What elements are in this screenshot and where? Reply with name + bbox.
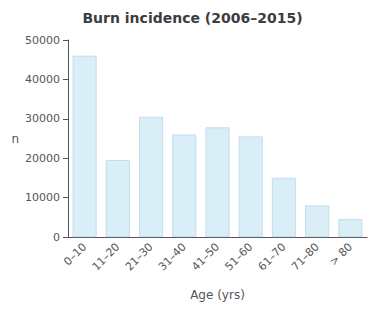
svg-text:41–50: 41–50: [189, 240, 222, 273]
svg-text:> 80: > 80: [327, 240, 355, 268]
svg-text:21–30: 21–30: [123, 240, 156, 273]
svg-text:31–40: 31–40: [156, 240, 189, 273]
svg-text:40000: 40000: [25, 73, 60, 86]
svg-text:30000: 30000: [25, 112, 60, 125]
svg-text:n: n: [11, 132, 19, 146]
svg-text:61–70: 61–70: [256, 240, 289, 273]
svg-text:Age (yrs): Age (yrs): [190, 288, 245, 302]
svg-text:20000: 20000: [25, 152, 60, 165]
svg-text:11–20: 11–20: [90, 240, 123, 273]
svg-text:0: 0: [53, 231, 60, 244]
svg-text:51–60: 51–60: [222, 240, 255, 273]
svg-text:71–80: 71–80: [289, 240, 322, 273]
svg-text:Burn incidence (2006–2015): Burn incidence (2006–2015): [82, 10, 302, 26]
svg-text:50000: 50000: [25, 34, 60, 47]
svg-text:0–10: 0–10: [61, 240, 89, 268]
svg-text:10000: 10000: [25, 191, 60, 204]
